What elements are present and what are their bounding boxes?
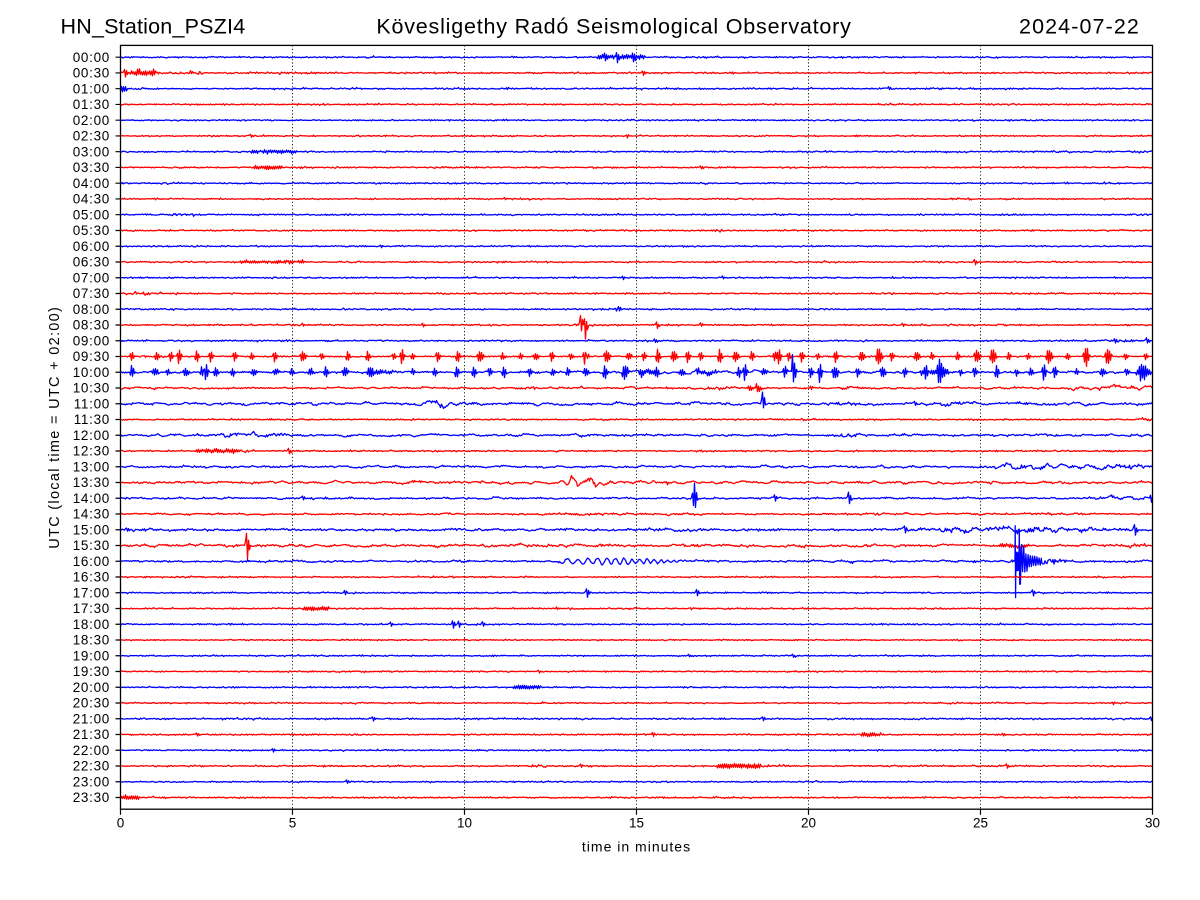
svg-text:UTC (local time = UTC + 02:00): UTC (local time = UTC + 02:00) <box>47 306 63 549</box>
svg-text:04:00: 04:00 <box>73 176 110 191</box>
svg-text:30: 30 <box>1145 816 1160 831</box>
svg-text:00:00: 00:00 <box>73 50 110 65</box>
svg-text:12:30: 12:30 <box>73 444 110 459</box>
svg-text:00:30: 00:30 <box>73 66 110 81</box>
svg-text:08:30: 08:30 <box>73 318 110 333</box>
svg-text:time in minutes: time in minutes <box>582 839 691 855</box>
svg-text:12:00: 12:00 <box>73 428 110 443</box>
svg-text:02:30: 02:30 <box>73 129 110 144</box>
svg-text:04:30: 04:30 <box>73 192 110 207</box>
svg-text:07:30: 07:30 <box>73 286 110 301</box>
svg-text:Kövesligethy Radó Seismologica: Kövesligethy Radó Seismological Observat… <box>376 15 851 39</box>
svg-text:09:30: 09:30 <box>73 349 110 364</box>
svg-text:05:00: 05:00 <box>73 207 110 222</box>
svg-text:16:00: 16:00 <box>73 554 110 569</box>
svg-text:10:00: 10:00 <box>73 365 110 380</box>
svg-text:0: 0 <box>117 816 125 831</box>
svg-text:15: 15 <box>629 816 644 831</box>
svg-text:HN_Station_PSZI4: HN_Station_PSZI4 <box>61 15 246 39</box>
svg-text:07:00: 07:00 <box>73 270 110 285</box>
svg-text:11:30: 11:30 <box>74 412 110 427</box>
svg-text:18:00: 18:00 <box>73 617 110 632</box>
svg-text:17:00: 17:00 <box>73 585 110 600</box>
svg-text:13:00: 13:00 <box>73 459 110 474</box>
svg-text:06:00: 06:00 <box>73 239 110 254</box>
svg-text:23:00: 23:00 <box>73 774 110 789</box>
svg-text:22:30: 22:30 <box>73 759 110 774</box>
svg-text:21:00: 21:00 <box>73 711 110 726</box>
svg-text:10:30: 10:30 <box>73 381 110 396</box>
svg-text:02:00: 02:00 <box>73 113 110 128</box>
svg-text:01:30: 01:30 <box>73 97 110 112</box>
svg-text:09:00: 09:00 <box>73 333 110 348</box>
svg-text:11:00: 11:00 <box>74 396 110 411</box>
svg-text:2024-07-22: 2024-07-22 <box>1019 15 1140 39</box>
svg-text:15:30: 15:30 <box>73 538 110 553</box>
svg-text:01:00: 01:00 <box>73 81 110 96</box>
svg-text:23:30: 23:30 <box>73 790 110 805</box>
svg-text:20:30: 20:30 <box>73 696 110 711</box>
svg-text:15:00: 15:00 <box>73 522 110 537</box>
svg-text:19:00: 19:00 <box>73 648 110 663</box>
svg-text:05:30: 05:30 <box>73 223 110 238</box>
svg-text:16:30: 16:30 <box>73 570 110 585</box>
svg-text:14:00: 14:00 <box>73 491 110 506</box>
svg-text:06:30: 06:30 <box>73 255 110 270</box>
svg-text:21:30: 21:30 <box>73 727 110 742</box>
svg-text:10: 10 <box>457 816 472 831</box>
svg-text:03:00: 03:00 <box>73 144 110 159</box>
svg-text:03:30: 03:30 <box>73 160 110 175</box>
svg-text:18:30: 18:30 <box>73 633 110 648</box>
svg-text:20:00: 20:00 <box>73 680 110 695</box>
svg-text:13:30: 13:30 <box>73 475 110 490</box>
svg-text:22:00: 22:00 <box>73 743 110 758</box>
svg-text:19:30: 19:30 <box>73 664 110 679</box>
svg-text:25: 25 <box>973 816 988 831</box>
svg-text:20: 20 <box>801 816 816 831</box>
svg-text:5: 5 <box>289 816 297 831</box>
svg-text:08:00: 08:00 <box>73 302 110 317</box>
svg-text:17:30: 17:30 <box>73 601 110 616</box>
svg-text:14:30: 14:30 <box>73 507 110 522</box>
